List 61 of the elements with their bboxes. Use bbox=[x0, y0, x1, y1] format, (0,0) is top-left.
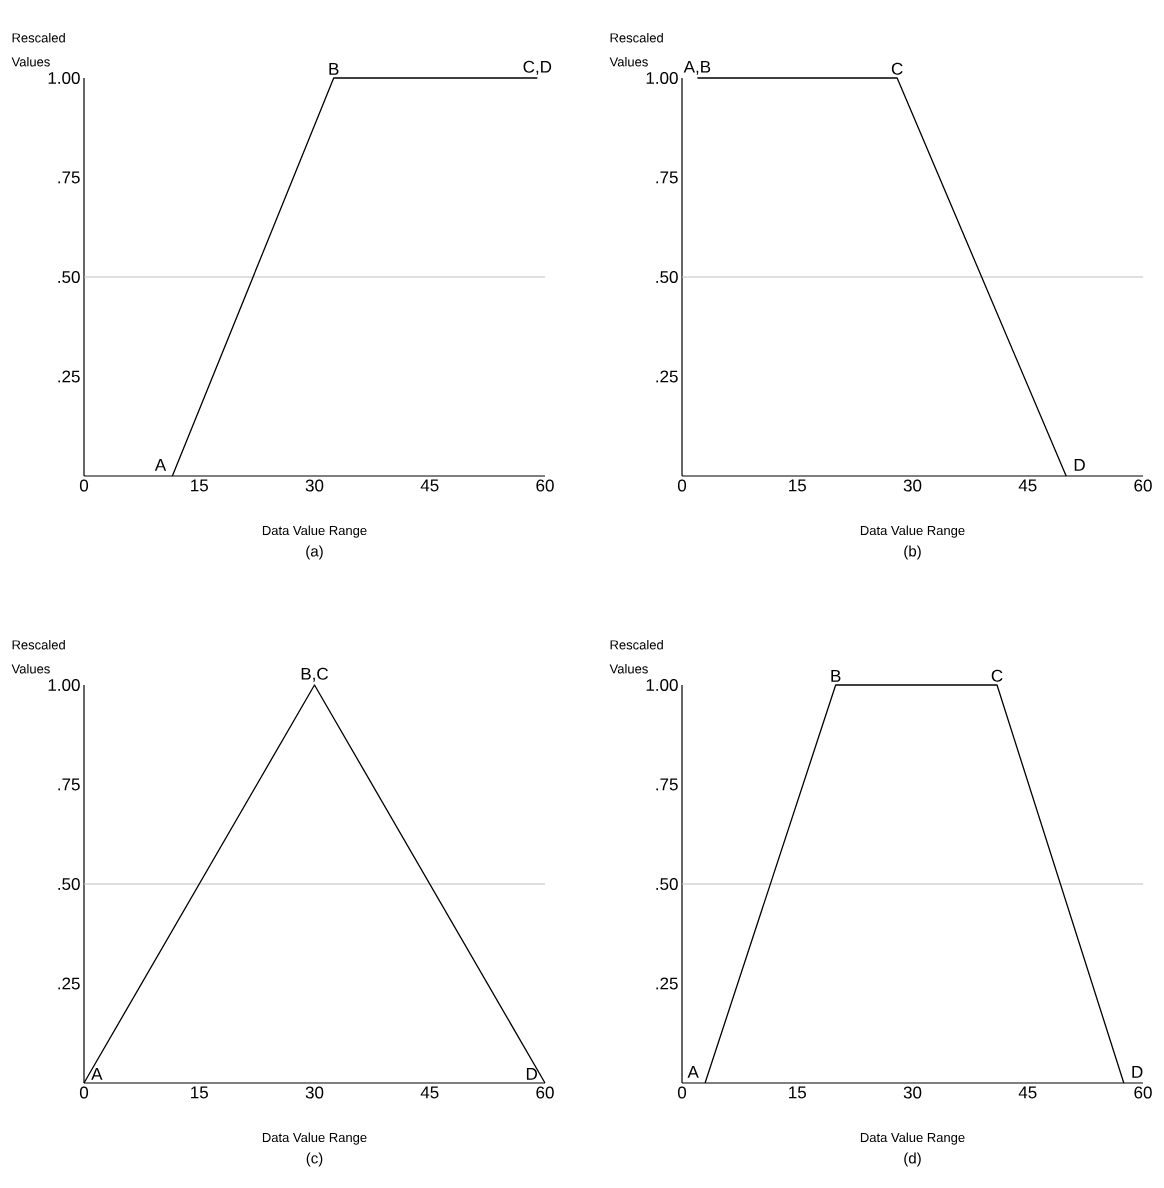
x-tick-label: 0 bbox=[677, 479, 687, 492]
x-tick-label: 45 bbox=[1018, 1086, 1037, 1099]
x-tick-label: 45 bbox=[420, 479, 439, 492]
x-tick-label: 60 bbox=[1134, 479, 1152, 492]
y-tick-label: .25 bbox=[656, 370, 678, 383]
y-tick-label: 1.00 bbox=[646, 71, 678, 85]
y-axis-title: Rescaled Values bbox=[609, 639, 663, 674]
y-axis-title: Rescaled Values bbox=[11, 639, 65, 674]
y-tick-label: 1.00 bbox=[48, 71, 80, 85]
annotation: A bbox=[687, 1066, 699, 1078]
y-tick-label: 1.00 bbox=[48, 678, 80, 692]
x-tick-label: 0 bbox=[79, 479, 89, 492]
x-axis-title: Data Value Range bbox=[262, 1132, 367, 1145]
y-tick-label: .75 bbox=[58, 171, 80, 184]
annotation: C,D bbox=[523, 60, 552, 75]
annotation: D bbox=[526, 1068, 537, 1080]
text: (c) bbox=[306, 1152, 323, 1167]
y-tick-label: .75 bbox=[656, 778, 678, 791]
x-axis-title: Data Value Range bbox=[860, 525, 965, 538]
x-tick-label: 15 bbox=[789, 479, 806, 492]
y-tick-label: .25 bbox=[656, 977, 678, 990]
y-tick-label: .25 bbox=[58, 370, 80, 383]
annotation: A bbox=[91, 1068, 103, 1080]
x-tick-label: 30 bbox=[305, 479, 324, 492]
annotation: B bbox=[831, 670, 841, 682]
x-axis-title: Data Value Range bbox=[860, 1132, 965, 1145]
x-tick-label: 60 bbox=[536, 479, 554, 492]
annotation: A,B bbox=[683, 60, 711, 75]
annotation: B,C bbox=[301, 667, 329, 682]
x-tick-label: 0 bbox=[79, 1086, 89, 1099]
text: (d) bbox=[904, 1152, 921, 1167]
x-tick-label: 15 bbox=[191, 1086, 208, 1099]
x-tick-label: 60 bbox=[536, 1086, 554, 1099]
annotation: C bbox=[991, 669, 1003, 682]
y-tick-label: 1.00 bbox=[646, 678, 678, 692]
annotation: B bbox=[329, 63, 339, 75]
x-tick-label: 15 bbox=[789, 1086, 806, 1099]
y-tick-label: .50 bbox=[58, 877, 80, 891]
x-tick-label: 45 bbox=[1018, 479, 1037, 492]
y-tick-label: .50 bbox=[58, 270, 80, 284]
annotation: A bbox=[154, 459, 167, 471]
y-tick-label: .75 bbox=[656, 171, 678, 184]
y-axis-title: Rescaled Values bbox=[609, 32, 663, 67]
x-tick-label: 15 bbox=[191, 479, 208, 492]
x-tick-label: 30 bbox=[903, 1086, 922, 1099]
annotation: C bbox=[891, 62, 903, 75]
x-tick-label: 30 bbox=[903, 479, 922, 492]
y-tick-label: .25 bbox=[58, 977, 80, 990]
x-axis-title: Data Value Range bbox=[262, 525, 367, 538]
x-tick-label: 30 bbox=[305, 1086, 324, 1099]
x-tick-label: 60 bbox=[1134, 1086, 1152, 1099]
text: (b) bbox=[904, 545, 921, 560]
y-axis-title: Rescaled Values bbox=[11, 32, 65, 67]
text: (a) bbox=[306, 545, 323, 560]
y-tick-label: .50 bbox=[656, 877, 678, 891]
y-tick-label: .75 bbox=[58, 778, 80, 791]
x-tick-label: 0 bbox=[677, 1086, 687, 1099]
annotation: D bbox=[1074, 459, 1085, 471]
y-tick-label: .50 bbox=[656, 270, 678, 284]
annotation: D bbox=[1132, 1066, 1143, 1078]
x-tick-label: 45 bbox=[420, 1086, 439, 1099]
